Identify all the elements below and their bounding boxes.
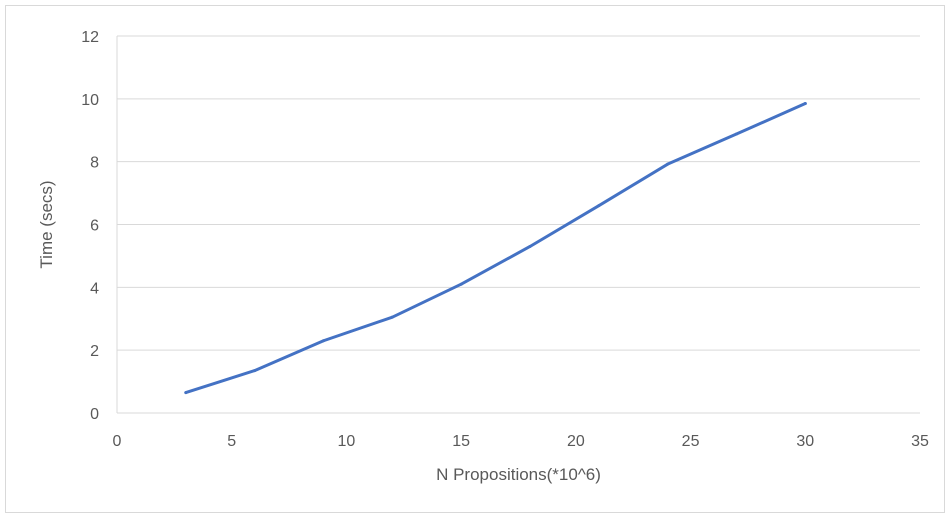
x-tick-label: 20 <box>567 433 585 450</box>
x-tick-label: 0 <box>113 433 122 450</box>
series-layer <box>184 102 807 395</box>
x-tick-label: 15 <box>452 433 470 450</box>
x-tick-label: 35 <box>911 433 929 450</box>
data-point <box>459 282 463 286</box>
y-axis-title: Time (secs) <box>37 180 56 268</box>
x-axis-title: N Propositions(*10^6) <box>436 465 601 484</box>
y-tick-label: 6 <box>90 218 99 235</box>
gridlines <box>117 35 920 351</box>
data-point <box>321 339 325 343</box>
y-tick-label: 4 <box>90 280 99 297</box>
y-tick-label: 2 <box>90 343 99 360</box>
x-tick-label: 25 <box>682 433 700 450</box>
data-point <box>734 132 738 136</box>
y-tick-label: 8 <box>90 155 99 172</box>
series-line <box>184 102 807 395</box>
data-point <box>390 315 394 319</box>
y-tick-label: 0 <box>90 406 99 423</box>
x-tick-label: 10 <box>338 433 356 450</box>
y-tick-label: 10 <box>81 92 99 109</box>
chart-frame <box>5 5 945 513</box>
data-point <box>666 162 670 166</box>
data-point <box>803 102 807 106</box>
data-point <box>184 391 188 395</box>
data-point <box>528 244 532 248</box>
axes <box>116 36 920 414</box>
data-point <box>597 204 601 208</box>
data-point <box>253 369 257 373</box>
x-tick-label: 5 <box>227 433 236 450</box>
tick-labels: 0 2 4 6 8 10 12 0 5 10 15 20 25 30 35 <box>81 29 929 450</box>
y-tick-label: 12 <box>81 29 99 46</box>
x-tick-label: 30 <box>796 433 814 450</box>
